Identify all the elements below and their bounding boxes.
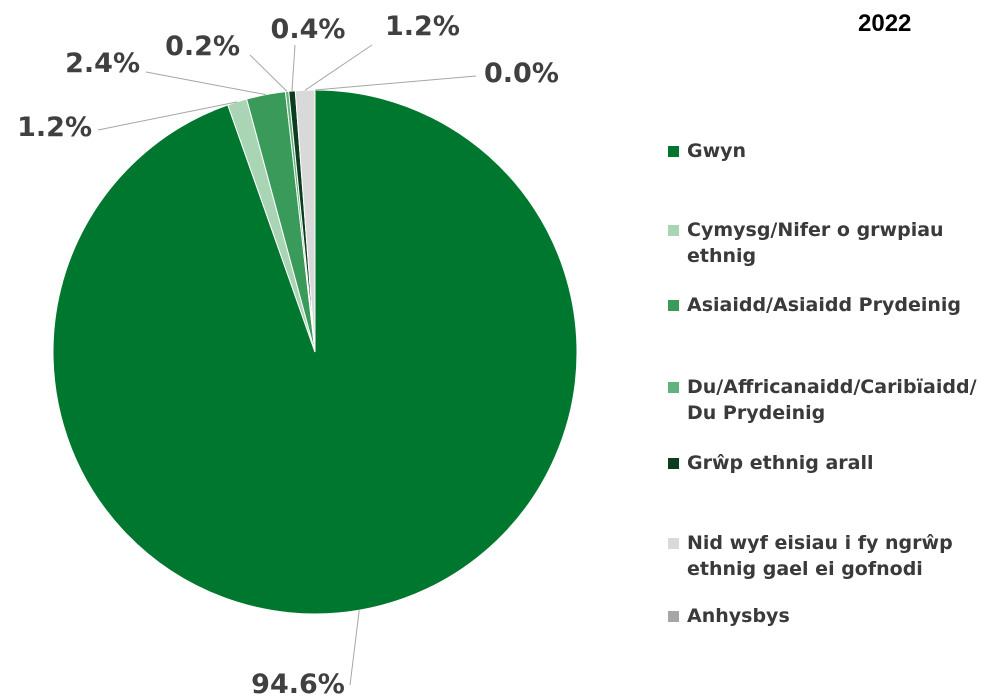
legend-swatch: [668, 611, 679, 622]
legend-label: Grŵp ethnig arall: [687, 452, 874, 474]
legend-swatch: [668, 458, 679, 469]
leader-line: [349, 610, 360, 686]
legend-label: Anhysbys: [687, 605, 790, 627]
data-label: 0.0%: [484, 58, 559, 89]
data-label: 0.2%: [165, 31, 240, 62]
leader-line: [314, 75, 477, 91]
legend-swatch: [668, 146, 679, 157]
legend-label: Gwyn: [687, 140, 747, 162]
data-label: 94.6%: [251, 669, 345, 696]
data-label: 0.4%: [271, 14, 346, 45]
legend-item: Asiaidd/Asiaidd Prydeinig: [668, 292, 1003, 318]
legend-label: Cymysg/Nifer o grwpiau ethnig: [687, 219, 944, 267]
legend-label: Nid wyf eisiau i fy ngrŵp ethnig gael ei…: [687, 532, 953, 580]
legend-swatch: [668, 225, 679, 236]
leader-line: [304, 44, 373, 91]
legend-item: Du/Affricanaidd/Caribïaidd/ Du Prydeinig: [668, 374, 1003, 426]
legend-label: Du/Affricanaidd/Caribïaidd/ Du Prydeinig: [687, 376, 977, 424]
legend-swatch: [668, 538, 679, 549]
legend-swatch: [668, 300, 679, 311]
leader-line: [97, 101, 238, 131]
data-label: 1.2%: [385, 11, 460, 42]
data-label: 1.2%: [17, 112, 92, 143]
leader-line: [249, 54, 288, 92]
legend-item: Anhysbys: [668, 603, 1003, 629]
leader-lines: [97, 44, 477, 686]
leader-line: [145, 71, 266, 96]
chart-title: 2022: [858, 10, 912, 37]
legend-item: Nid wyf eisiau i fy ngrŵp ethnig gael ei…: [668, 530, 1003, 582]
data-label: 2.4%: [65, 48, 140, 79]
legend-label: Asiaidd/Asiaidd Prydeinig: [687, 294, 961, 316]
data-labels: 94.6% 1.2% 2.4% 0.2% 0.4% 1.2% 0.0%: [17, 11, 559, 696]
legend-item: Cymysg/Nifer o grwpiau ethnig: [668, 217, 1003, 269]
legend-item: Grŵp ethnig arall: [668, 450, 1003, 476]
leader-line: [291, 44, 296, 92]
pie-slices: [52, 89, 578, 615]
legend-item: Gwyn: [668, 138, 1003, 164]
legend-swatch: [668, 382, 679, 393]
